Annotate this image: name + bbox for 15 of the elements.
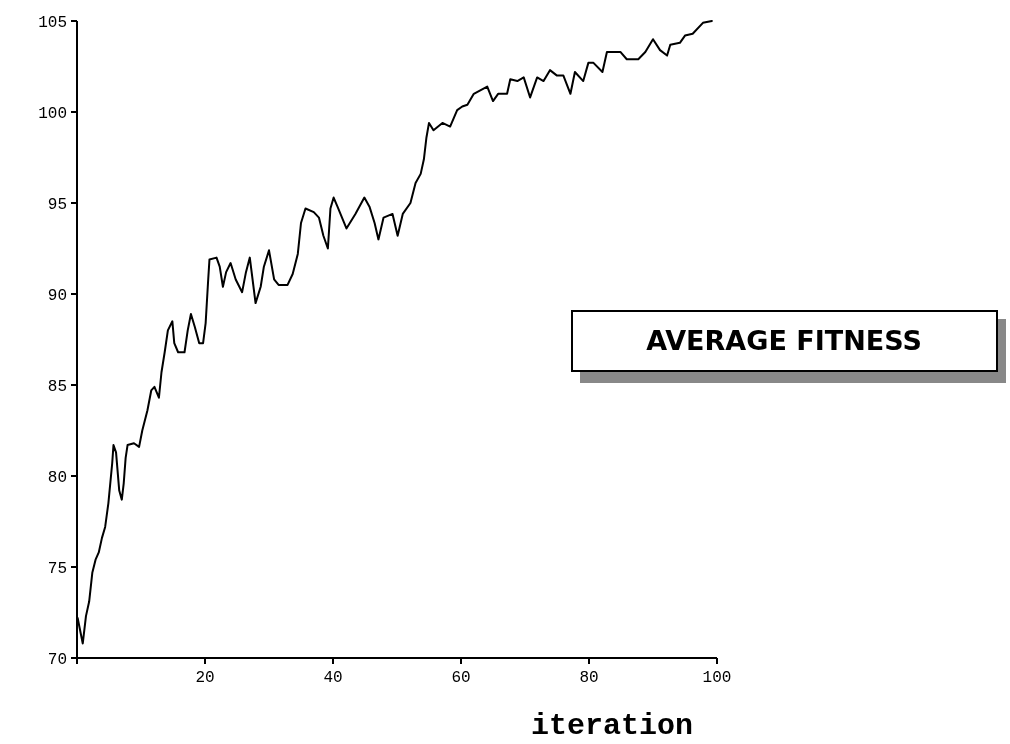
x-tick-label: 80 (579, 669, 599, 687)
y-tick-label: 105 (38, 13, 67, 32)
y-tick-label: 85 (47, 377, 67, 396)
y-tick-label: 95 (47, 195, 67, 214)
x-axis-title: iteration (530, 709, 694, 743)
y-tick-label: 75 (47, 559, 67, 578)
y-tick-label: 70 (47, 650, 67, 669)
text: AVERAGE FITNESS (646, 325, 922, 357)
x-tick-label: 40 (323, 669, 343, 687)
x-tick-label: 20 (195, 669, 215, 687)
y-tick-label: 80 (47, 468, 67, 487)
y-tick-label: 90 (47, 286, 67, 305)
y-tick-label: 100 (38, 104, 67, 123)
x-tick-label: 100 (702, 669, 732, 687)
x-tick-label: 60 (451, 669, 471, 687)
